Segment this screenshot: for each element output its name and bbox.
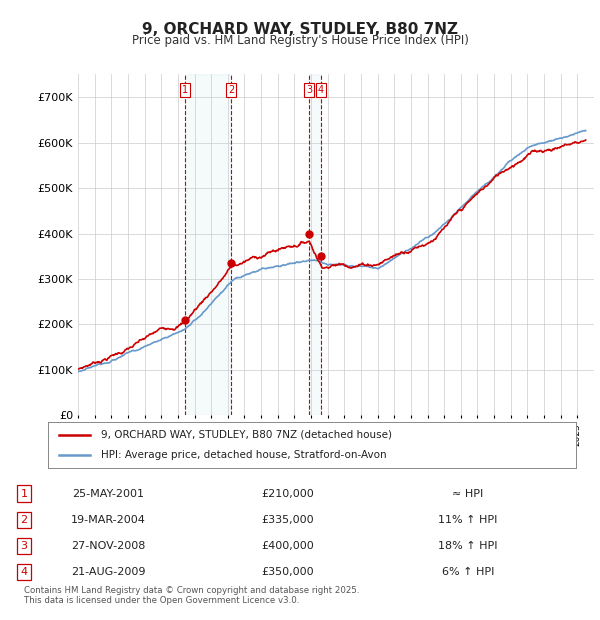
Text: 11% ↑ HPI: 11% ↑ HPI [439,515,497,525]
Text: 19-MAR-2004: 19-MAR-2004 [71,515,145,525]
Text: 1: 1 [20,489,28,499]
Text: 2: 2 [20,515,28,525]
Text: 2: 2 [228,84,234,95]
Text: HPI: Average price, detached house, Stratford-on-Avon: HPI: Average price, detached house, Stra… [101,450,386,460]
Text: £400,000: £400,000 [262,541,314,551]
Text: 4: 4 [20,567,28,577]
Text: Contains HM Land Registry data © Crown copyright and database right 2025.
This d: Contains HM Land Registry data © Crown c… [24,586,359,605]
Text: ≈ HPI: ≈ HPI [452,489,484,499]
Text: £210,000: £210,000 [262,489,314,499]
Text: 3: 3 [307,84,313,95]
Text: 1: 1 [181,84,188,95]
Bar [310,74,321,415]
Text: 9, ORCHARD WAY, STUDLEY, B80 7NZ (detached house): 9, ORCHARD WAY, STUDLEY, B80 7NZ (detach… [101,430,392,440]
Text: 27-NOV-2008: 27-NOV-2008 [71,541,145,551]
Text: 21-AUG-2009: 21-AUG-2009 [71,567,145,577]
Text: £350,000: £350,000 [262,567,314,577]
Text: £335,000: £335,000 [262,515,314,525]
Text: 6% ↑ HPI: 6% ↑ HPI [442,567,494,577]
Text: Price paid vs. HM Land Registry's House Price Index (HPI): Price paid vs. HM Land Registry's House … [131,34,469,47]
Text: 25-MAY-2001: 25-MAY-2001 [72,489,144,499]
Text: 9, ORCHARD WAY, STUDLEY, B80 7NZ: 9, ORCHARD WAY, STUDLEY, B80 7NZ [142,22,458,37]
Text: 4: 4 [318,84,324,95]
Bar [185,74,231,415]
Text: 18% ↑ HPI: 18% ↑ HPI [438,541,498,551]
Text: 3: 3 [20,541,28,551]
